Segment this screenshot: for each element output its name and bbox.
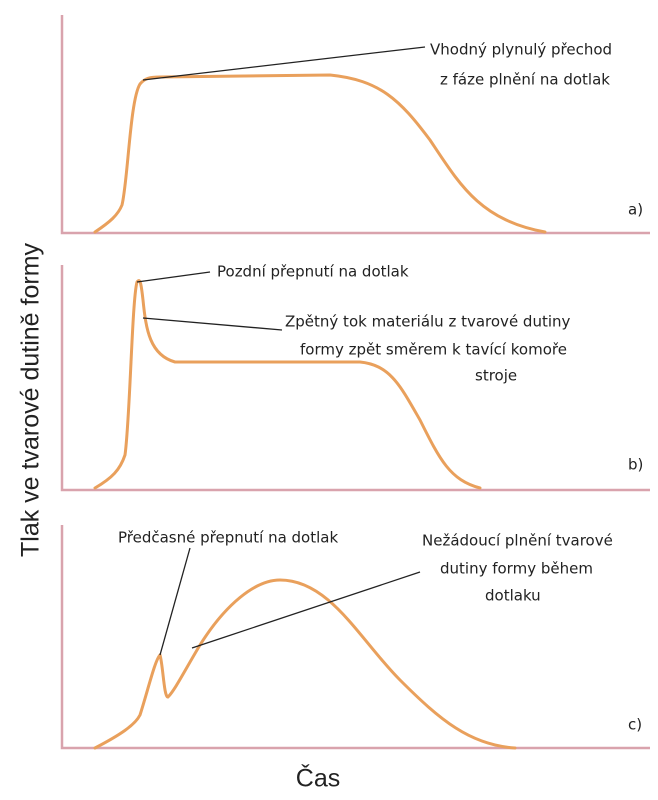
annotation: Nežádoucí plnění tvarové [422, 532, 613, 550]
annotation: dotlaku [485, 587, 541, 605]
leader-line [142, 46, 426, 81]
panel-label: c) [628, 716, 642, 734]
pressure-curve [93, 73, 547, 234]
leader-line [159, 547, 191, 656]
axes [60, 525, 650, 750]
annotation: Zpětný tok materiálu z tvarové dutiny [285, 313, 571, 331]
annotation: formy zpět směrem k tavící komoře [300, 341, 567, 359]
annotation: z fáze plnění na dotlak [440, 71, 610, 89]
panel-label: b) [628, 456, 643, 474]
annotation: stroje [475, 367, 517, 385]
leader-line [136, 271, 211, 283]
axes [60, 265, 650, 492]
annotation: dutiny formy během [440, 560, 593, 578]
annotation: Pozdní přepnutí na dotlak [217, 263, 409, 281]
annotation: Předčasné přepnutí na dotlak [118, 529, 338, 547]
axes [60, 15, 650, 235]
leader-line [191, 571, 421, 649]
panel-label: a) [628, 201, 643, 219]
leader-line [142, 317, 283, 331]
x-axis-label: Čas [296, 764, 340, 793]
pressure-curve [93, 279, 482, 490]
annotation: Vhodný plynulý přechod [430, 41, 612, 59]
y-axis-label: Tlak ve tvarové dutině formy [17, 242, 45, 557]
pressure-curve [93, 578, 517, 750]
